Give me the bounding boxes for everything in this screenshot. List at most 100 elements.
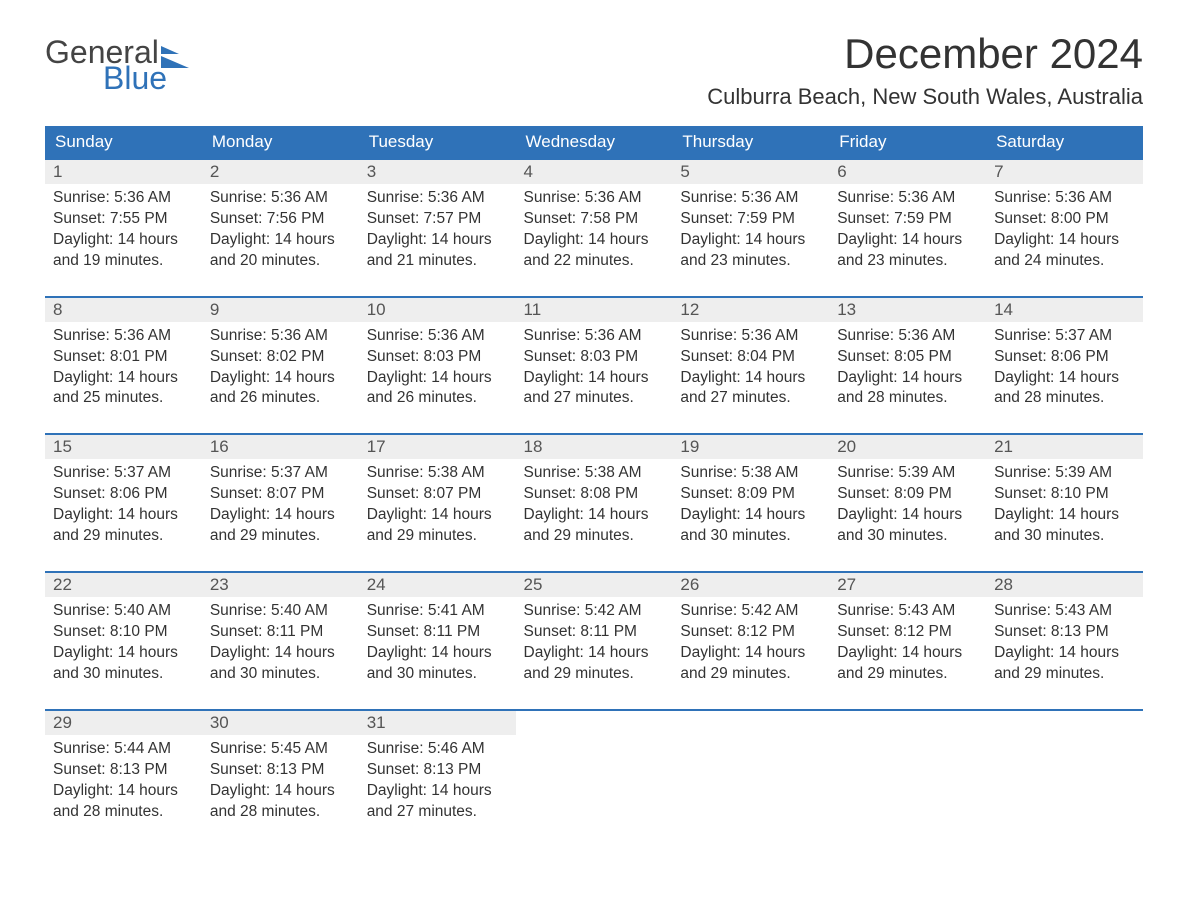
day-number: 23 [202, 573, 359, 597]
sunset-line: Sunset: 8:11 PM [524, 622, 665, 643]
sunrise-line: Sunrise: 5:36 AM [524, 326, 665, 347]
daylight-line: Daylight: 14 hours and 27 minutes. [524, 368, 665, 410]
day-details: Sunrise: 5:36 AMSunset: 8:03 PMDaylight:… [359, 322, 516, 434]
daylight-line: Daylight: 14 hours and 20 minutes. [210, 230, 351, 272]
sunrise-line: Sunrise: 5:45 AM [210, 739, 351, 760]
sunset-line: Sunset: 8:11 PM [210, 622, 351, 643]
sunrise-line: Sunrise: 5:36 AM [210, 188, 351, 209]
day-details: Sunrise: 5:36 AMSunset: 7:55 PMDaylight:… [45, 184, 202, 296]
sunset-line: Sunset: 8:05 PM [837, 347, 978, 368]
sunrise-line: Sunrise: 5:36 AM [837, 188, 978, 209]
daylight-line: Daylight: 14 hours and 27 minutes. [680, 368, 821, 410]
calendar-day-cell: 5Sunrise: 5:36 AMSunset: 7:59 PMDaylight… [672, 159, 829, 297]
daylight-line: Daylight: 14 hours and 23 minutes. [680, 230, 821, 272]
day-number: 6 [829, 160, 986, 184]
day-number: 26 [672, 573, 829, 597]
calendar-day-cell: 25Sunrise: 5:42 AMSunset: 8:11 PMDayligh… [516, 572, 673, 710]
calendar-day-cell [516, 710, 673, 847]
calendar-day-cell: 4Sunrise: 5:36 AMSunset: 7:58 PMDaylight… [516, 159, 673, 297]
calendar-day-cell [672, 710, 829, 847]
sunset-line: Sunset: 8:04 PM [680, 347, 821, 368]
calendar-day-cell: 20Sunrise: 5:39 AMSunset: 8:09 PMDayligh… [829, 434, 986, 572]
calendar-day-cell: 10Sunrise: 5:36 AMSunset: 8:03 PMDayligh… [359, 297, 516, 435]
sunset-line: Sunset: 8:09 PM [680, 484, 821, 505]
calendar-day-cell: 13Sunrise: 5:36 AMSunset: 8:05 PMDayligh… [829, 297, 986, 435]
sunrise-line: Sunrise: 5:36 AM [837, 326, 978, 347]
day-details: Sunrise: 5:36 AMSunset: 7:57 PMDaylight:… [359, 184, 516, 296]
day-number: 19 [672, 435, 829, 459]
day-number: 24 [359, 573, 516, 597]
page-header: General Blue December 2024 Culburra Beac… [45, 30, 1143, 110]
sunset-line: Sunset: 8:06 PM [53, 484, 194, 505]
day-details: Sunrise: 5:37 AMSunset: 8:06 PMDaylight:… [45, 459, 202, 571]
sunrise-line: Sunrise: 5:43 AM [837, 601, 978, 622]
dow-monday: Monday [202, 126, 359, 159]
calendar-day-cell: 29Sunrise: 5:44 AMSunset: 8:13 PMDayligh… [45, 710, 202, 847]
sunset-line: Sunset: 8:12 PM [680, 622, 821, 643]
daylight-line: Daylight: 14 hours and 27 minutes. [367, 781, 508, 823]
sunset-line: Sunset: 8:13 PM [367, 760, 508, 781]
sunset-line: Sunset: 8:08 PM [524, 484, 665, 505]
dow-sunday: Sunday [45, 126, 202, 159]
sunset-line: Sunset: 8:01 PM [53, 347, 194, 368]
sunrise-line: Sunrise: 5:37 AM [210, 463, 351, 484]
calendar-day-cell: 16Sunrise: 5:37 AMSunset: 8:07 PMDayligh… [202, 434, 359, 572]
daylight-line: Daylight: 14 hours and 30 minutes. [680, 505, 821, 547]
dow-wednesday: Wednesday [516, 126, 673, 159]
sunrise-line: Sunrise: 5:36 AM [680, 326, 821, 347]
calendar-week: 29Sunrise: 5:44 AMSunset: 8:13 PMDayligh… [45, 710, 1143, 847]
calendar-day-cell: 14Sunrise: 5:37 AMSunset: 8:06 PMDayligh… [986, 297, 1143, 435]
sunrise-line: Sunrise: 5:36 AM [367, 188, 508, 209]
daylight-line: Daylight: 14 hours and 30 minutes. [367, 643, 508, 685]
sunset-line: Sunset: 8:07 PM [210, 484, 351, 505]
sunset-line: Sunset: 7:58 PM [524, 209, 665, 230]
day-details: Sunrise: 5:36 AMSunset: 8:02 PMDaylight:… [202, 322, 359, 434]
sunrise-line: Sunrise: 5:44 AM [53, 739, 194, 760]
calendar-day-cell: 1Sunrise: 5:36 AMSunset: 7:55 PMDaylight… [45, 159, 202, 297]
day-details: Sunrise: 5:39 AMSunset: 8:09 PMDaylight:… [829, 459, 986, 571]
day-details: Sunrise: 5:36 AMSunset: 8:03 PMDaylight:… [516, 322, 673, 434]
day-number: 20 [829, 435, 986, 459]
sunrise-line: Sunrise: 5:36 AM [680, 188, 821, 209]
day-number: 21 [986, 435, 1143, 459]
daylight-line: Daylight: 14 hours and 30 minutes. [210, 643, 351, 685]
day-details: Sunrise: 5:40 AMSunset: 8:11 PMDaylight:… [202, 597, 359, 709]
daylight-line: Daylight: 14 hours and 25 minutes. [53, 368, 194, 410]
calendar-day-cell: 18Sunrise: 5:38 AMSunset: 8:08 PMDayligh… [516, 434, 673, 572]
calendar-week: 22Sunrise: 5:40 AMSunset: 8:10 PMDayligh… [45, 572, 1143, 710]
day-number: 3 [359, 160, 516, 184]
daylight-line: Daylight: 14 hours and 21 minutes. [367, 230, 508, 272]
day-number: 22 [45, 573, 202, 597]
day-details: Sunrise: 5:36 AMSunset: 8:01 PMDaylight:… [45, 322, 202, 434]
daylight-line: Daylight: 14 hours and 29 minutes. [524, 643, 665, 685]
sunrise-line: Sunrise: 5:39 AM [837, 463, 978, 484]
sunset-line: Sunset: 8:09 PM [837, 484, 978, 505]
day-number: 11 [516, 298, 673, 322]
day-number: 30 [202, 711, 359, 735]
sunrise-line: Sunrise: 5:36 AM [994, 188, 1135, 209]
sunrise-line: Sunrise: 5:41 AM [367, 601, 508, 622]
daylight-line: Daylight: 14 hours and 28 minutes. [837, 368, 978, 410]
day-details: Sunrise: 5:38 AMSunset: 8:09 PMDaylight:… [672, 459, 829, 571]
sunrise-line: Sunrise: 5:40 AM [210, 601, 351, 622]
daylight-line: Daylight: 14 hours and 26 minutes. [210, 368, 351, 410]
daylight-line: Daylight: 14 hours and 19 minutes. [53, 230, 194, 272]
sunset-line: Sunset: 8:02 PM [210, 347, 351, 368]
calendar-day-cell: 23Sunrise: 5:40 AMSunset: 8:11 PMDayligh… [202, 572, 359, 710]
day-number: 7 [986, 160, 1143, 184]
day-number: 10 [359, 298, 516, 322]
day-number: 15 [45, 435, 202, 459]
day-number: 31 [359, 711, 516, 735]
day-number: 8 [45, 298, 202, 322]
sunset-line: Sunset: 8:07 PM [367, 484, 508, 505]
daylight-line: Daylight: 14 hours and 28 minutes. [53, 781, 194, 823]
page-title: December 2024 [707, 30, 1143, 78]
sunset-line: Sunset: 8:06 PM [994, 347, 1135, 368]
daylight-line: Daylight: 14 hours and 29 minutes. [210, 505, 351, 547]
sunrise-line: Sunrise: 5:36 AM [367, 326, 508, 347]
calendar-week: 1Sunrise: 5:36 AMSunset: 7:55 PMDaylight… [45, 159, 1143, 297]
sunrise-line: Sunrise: 5:39 AM [994, 463, 1135, 484]
calendar-day-cell: 12Sunrise: 5:36 AMSunset: 8:04 PMDayligh… [672, 297, 829, 435]
calendar-table: Sunday Monday Tuesday Wednesday Thursday… [45, 126, 1143, 846]
day-details: Sunrise: 5:45 AMSunset: 8:13 PMDaylight:… [202, 735, 359, 847]
